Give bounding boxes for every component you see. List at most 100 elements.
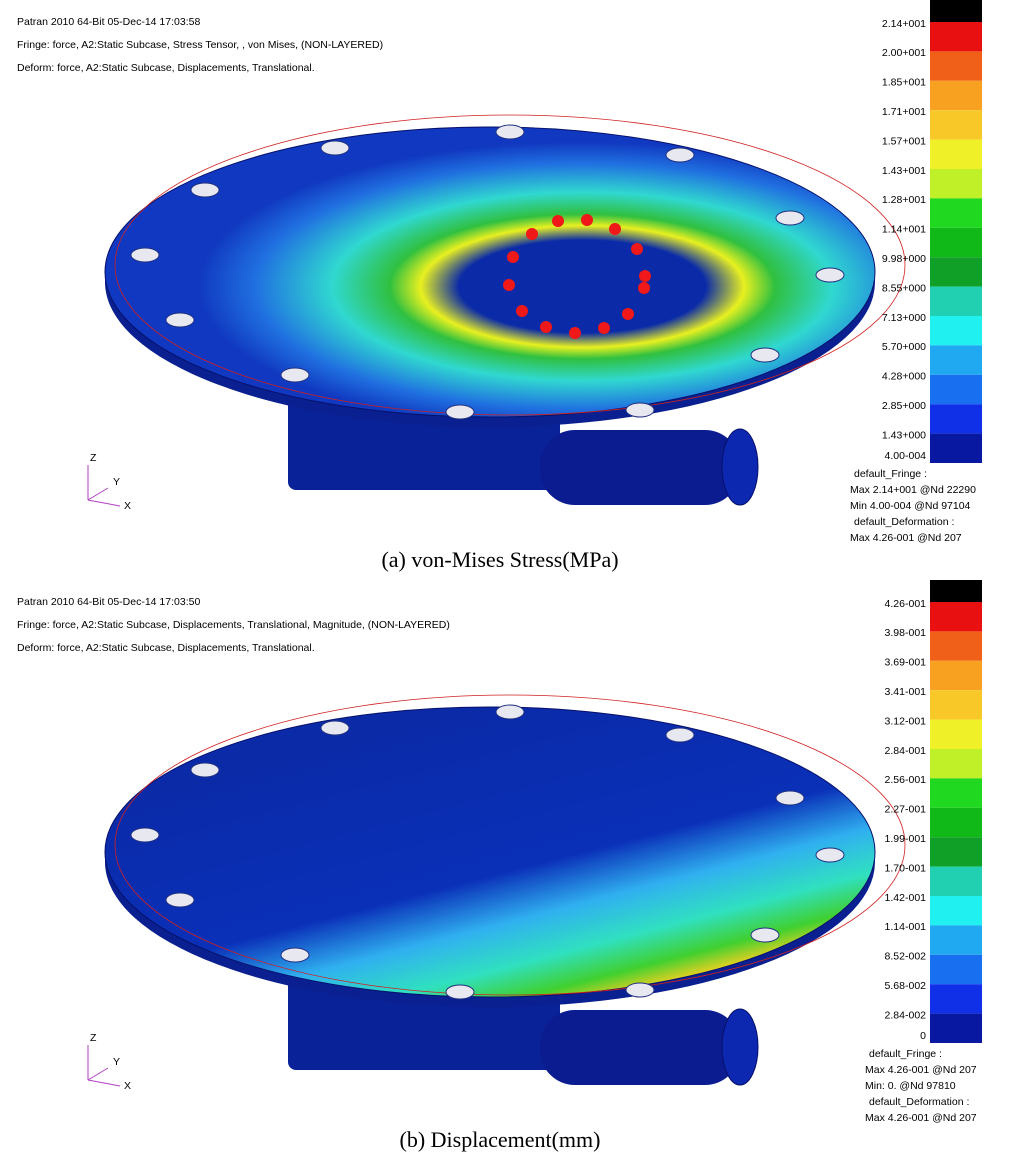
marker-dot	[631, 243, 643, 255]
info-line: Max 4.26-001 @Nd 207	[850, 532, 962, 544]
legend-swatch	[930, 433, 982, 463]
caption: (a) von-Mises Stress(MPa)	[381, 547, 618, 572]
bolt-hole	[130, 827, 160, 843]
bolt-hole	[775, 210, 805, 226]
caption: (b) Displacement(mm)	[400, 1127, 601, 1152]
axis-y	[87, 1067, 109, 1081]
bolt-hole	[815, 847, 845, 863]
legend-label: 4.26-001	[885, 598, 927, 610]
bolt-hole	[625, 982, 655, 998]
legend-label: 1.71+001	[882, 106, 926, 118]
legend-label: 1.43+000	[882, 429, 926, 441]
legend-swatch	[930, 778, 982, 808]
legend-swatch	[930, 257, 982, 287]
marker-dot	[598, 322, 610, 334]
legend-swatch	[930, 345, 982, 375]
marker-dot	[507, 251, 519, 263]
marker-dot	[622, 308, 634, 320]
legend-label: 3.69-001	[885, 657, 927, 669]
legend-swatch	[930, 749, 982, 779]
legend-swatch	[930, 580, 982, 602]
info-line: default_Fringe :	[869, 1048, 942, 1060]
marker-dot	[552, 215, 564, 227]
triad-label: Y	[113, 476, 120, 488]
header-line: Deform: force, A2:Static Subcase, Displa…	[17, 642, 315, 654]
legend-label: 0	[920, 1030, 926, 1042]
marker-dot	[526, 228, 538, 240]
legend-swatch	[930, 0, 982, 22]
legend-label: 2.85+000	[882, 400, 926, 412]
plate	[104, 126, 876, 418]
legend-swatch	[930, 316, 982, 346]
legend-label: 7.13+000	[882, 312, 926, 324]
bolt-hole	[775, 790, 805, 806]
header-line: Patran 2010 64-Bit 05-Dec-14 17:03:58	[17, 16, 200, 28]
legend-swatch	[930, 896, 982, 926]
legend-label: 2.27-001	[885, 804, 927, 816]
legend-swatch	[930, 631, 982, 661]
legend-label: 3.98-001	[885, 627, 927, 639]
legend-swatch	[930, 954, 982, 985]
legend-label: 1.14+001	[882, 224, 926, 236]
legend-swatch	[930, 807, 982, 838]
info-line: Max 4.26-001 @Nd 207	[865, 1064, 977, 1076]
header-line: Deform: force, A2:Static Subcase, Displa…	[17, 62, 315, 74]
bolt-hole	[190, 182, 220, 198]
legend-label: 2.84-001	[885, 745, 927, 757]
legend-label: 1.43+001	[882, 165, 926, 177]
triad-label: Z	[90, 1032, 97, 1044]
marker-dot	[540, 321, 552, 333]
bolt-hole	[320, 720, 350, 736]
panel: Patran 2010 64-Bit 05-Dec-14 17:03:50 Fri…	[17, 580, 982, 1152]
bolt-hole	[165, 892, 195, 908]
info-line: Min 4.00-004 @Nd 97104	[850, 500, 971, 512]
legend-label: 9.98+000	[882, 253, 926, 265]
legend-label: 1.57+001	[882, 135, 926, 147]
bolt-hole	[495, 124, 525, 140]
bolt-hole	[625, 402, 655, 418]
bolt-hole	[445, 404, 475, 420]
legend-label: 2.84-002	[885, 1009, 927, 1021]
legend-label: 2.14+001	[882, 18, 926, 30]
info-line: default_Fringe :	[854, 468, 927, 480]
legend-label: 5.68-002	[885, 980, 927, 992]
triad-label: X	[124, 500, 131, 512]
legend-label: 1.28+001	[882, 194, 926, 206]
info-line: default_Deformation :	[869, 1096, 969, 1108]
bolt-hole	[165, 312, 195, 328]
legend-label: 1.42-001	[885, 892, 927, 904]
bolt-hole	[750, 347, 780, 363]
legend-label: 2.56-001	[885, 774, 927, 786]
bolt-hole	[495, 704, 525, 720]
legend-swatch	[930, 80, 982, 111]
legend-label: 3.41-001	[885, 686, 927, 698]
marker-dot	[516, 305, 528, 317]
info-line: default_Deformation :	[854, 516, 954, 528]
marker-dot	[639, 270, 651, 282]
undeformed-outline	[114, 114, 906, 416]
legend-swatch	[930, 110, 982, 140]
bolt-hole	[190, 762, 220, 778]
info-line: Max 4.26-001 @Nd 207	[865, 1112, 977, 1124]
legend-swatch	[930, 1013, 982, 1043]
legend-swatch	[930, 660, 982, 691]
info-line: Max 2.14+001 @Nd 22290	[850, 484, 976, 496]
axis-y	[87, 487, 109, 501]
legend-swatch	[930, 837, 982, 867]
panel: Patran 2010 64-Bit 05-Dec-14 17:03:58 Fri…	[17, 0, 982, 572]
legend-swatch	[930, 198, 982, 228]
legend-label: 2.00+001	[882, 47, 926, 59]
bolt-hole	[665, 147, 695, 163]
legend-swatch	[930, 22, 982, 52]
legend-label: 4.00-004	[885, 450, 927, 462]
triad-label: X	[124, 1080, 131, 1092]
marker-dot	[581, 214, 593, 226]
legend-swatch	[930, 51, 982, 81]
axis-x	[87, 1079, 121, 1087]
legend-label: 1.99-001	[885, 833, 927, 845]
legend-label: 4.28+000	[882, 371, 926, 383]
header-line: Fringe: force, A2:Static Subcase, Stress…	[17, 39, 383, 51]
bolt-hole	[445, 984, 475, 1000]
legend-swatch	[930, 286, 982, 316]
